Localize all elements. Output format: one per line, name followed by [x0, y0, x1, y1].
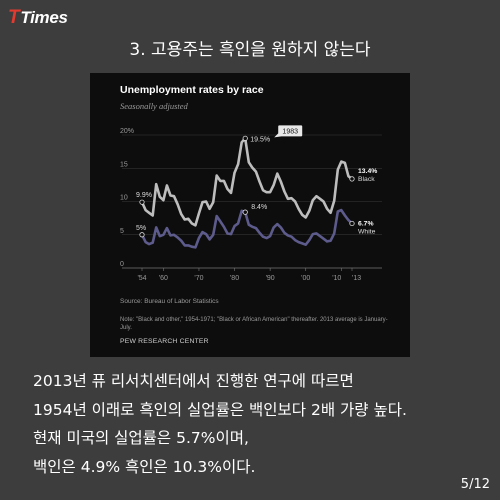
year-tooltip-label: 1983 [282, 128, 298, 135]
point-white-1954 [139, 232, 145, 238]
y-tick-label: 5 [120, 228, 124, 235]
point-black-1954 [139, 199, 145, 205]
chart-title: Unemployment rates by race [120, 84, 264, 96]
body-line: 1954년 이래로 흑인의 실업률은 백인보다 2배 가량 높다. [33, 400, 407, 419]
x-tick-label: '70 [194, 275, 203, 282]
year-tooltip-box [278, 125, 303, 137]
x-tick-label: '13 [352, 275, 361, 282]
label-black-start: 9.9% [136, 192, 152, 199]
point-black-peak [242, 135, 248, 141]
y-tick-label: 0 [120, 261, 124, 268]
times-logo: T Times [8, 7, 68, 29]
body-line: 2013년 퓨 리서치센터에서 진행한 연구에 따르면 [33, 372, 354, 390]
chart-source: Source: Bureau of Labor Statistics [120, 298, 219, 305]
y-tick-label: 20% [120, 128, 134, 135]
logo-text: Times [20, 8, 68, 27]
x-tick-label: '80 [230, 275, 239, 282]
chart-panel: Unemployment rates by race Seasonally ad… [90, 73, 410, 357]
x-tick-label: '54 [137, 275, 146, 282]
point-white-peak [242, 209, 248, 215]
label-white-series: White [358, 228, 376, 235]
series-line-black [140, 137, 353, 227]
x-tick-label: '90 [266, 275, 275, 282]
logo-mark: T [8, 7, 20, 28]
x-tick-label: '00 [301, 275, 310, 282]
body-text: 2013년 퓨 리서치센터에서 진행한 연구에 따르면 1954년 이래로 흑인… [33, 367, 473, 481]
label-black-series: Black [358, 176, 375, 183]
series-line-white [140, 208, 353, 249]
label-black-end: 13.4% [358, 168, 377, 175]
body-line: 현재 미국의 실업률은 5.7%이며, [33, 429, 249, 447]
label-white-start: 5% [136, 225, 146, 232]
page-number: 5/12 [460, 477, 490, 492]
unemployment-line-chart: 20% 15 10 5 0 '54 '60 '70 '80 '90 '00 '10 '13 9.9% 5% 1… [120, 125, 382, 282]
chart-note: Note: "Black and other," 1954-1971; "Bla… [120, 317, 388, 331]
y-tick-label: 15 [120, 161, 128, 168]
x-tick-label: '10 [332, 275, 341, 282]
slide-heading: 3. 고용주는 흑인을 원하지 않는다 [129, 40, 371, 60]
label-black-peak: 19.5% [250, 136, 270, 143]
year-tooltip-pointer [274, 133, 282, 138]
chart-subtitle: Seasonally adjusted [120, 101, 188, 111]
label-white-end: 6.7% [358, 220, 374, 227]
chart-credit: PEW RESEARCH CENTER [120, 338, 209, 345]
point-black-2013 [349, 176, 355, 182]
point-white-2013 [349, 220, 355, 227]
y-tick-label: 10 [120, 195, 128, 202]
body-line: 백인은 4.9% 흑인은 10.3%이다. [33, 457, 256, 476]
x-tick-label: '60 [159, 275, 168, 282]
label-white-peak: 8.4% [251, 204, 267, 211]
